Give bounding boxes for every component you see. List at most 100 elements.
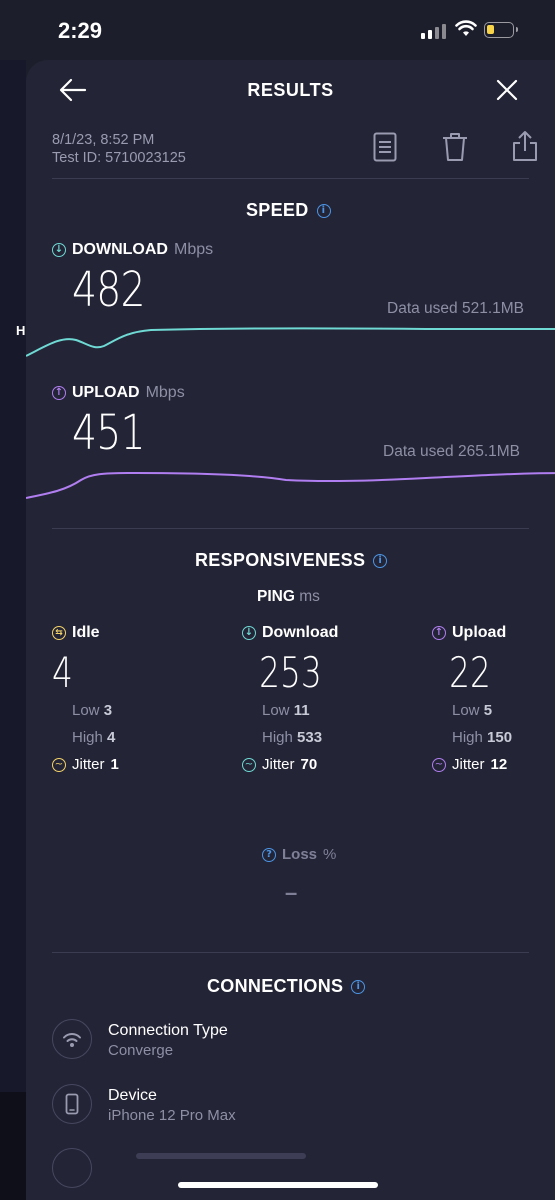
connection-type-label: Connection Type (108, 1022, 228, 1039)
ping-upload-high: High 150 (432, 729, 555, 746)
ping-download-high-label: High (262, 729, 293, 746)
upload-label-row: ↑ UPLOAD Mbps (52, 384, 185, 402)
ping-download-name: Download (262, 624, 339, 641)
status-time: 2:29 (58, 18, 103, 43)
jitter-download-icon: ~ (242, 757, 256, 772)
connections-title: CONNECTIONS (207, 976, 344, 996)
side-marker: H (16, 323, 26, 338)
speed-title: SPEED (246, 200, 309, 220)
ping-download-high: High 533 (242, 729, 402, 746)
ping-idle-high-value: 4 (107, 729, 116, 746)
wifi-icon (52, 1019, 92, 1059)
status-bar: 2:29 (0, 0, 555, 60)
phone-icon (52, 1084, 92, 1124)
home-indicator[interactable] (178, 1182, 378, 1188)
cellular-signal-icon (421, 24, 446, 39)
jitter-idle-icon: ~ (52, 757, 66, 772)
ping-idle-jitter-value: 1 (110, 756, 119, 773)
wifi-status-icon (455, 20, 477, 36)
jitter-upload-icon: ~ (432, 757, 446, 772)
ping-idle-low: Low 3 (52, 702, 212, 719)
idle-icon: ⇆ (52, 626, 66, 640)
ping-download-jitter: ~ Jitter 70 (242, 756, 402, 773)
ping-idle-jitter-label: Jitter (72, 756, 105, 773)
ping-idle-value: 4 (52, 648, 73, 697)
device-value: iPhone 12 Pro Max (108, 1107, 236, 1124)
upload-arrow-icon: ↑ (52, 386, 66, 400)
speed-info-icon[interactable]: i (316, 203, 331, 218)
header-divider (52, 178, 529, 179)
ping-download-low-label: Low (262, 702, 290, 719)
loss-unit: % (323, 846, 337, 863)
upload-unit: Mbps (145, 384, 185, 401)
ping-download-low: Low 11 (242, 702, 402, 719)
ping-idle-low-label: Low (72, 702, 100, 719)
loss-heading: ? Loss % (262, 846, 336, 863)
ping-download-head: ↓ Download (242, 624, 402, 642)
ping-upload-arrow-icon: ↑ (432, 626, 446, 640)
upload-data-used: Data used 265.1MB (383, 443, 521, 460)
trash-icon[interactable] (442, 132, 468, 162)
device-text: Device iPhone 12 Pro Max (108, 1084, 236, 1124)
connections-info-icon[interactable]: i (351, 979, 366, 994)
ping-upload-jitter-value: 12 (490, 756, 508, 773)
ping-download-value: 253 (259, 648, 322, 697)
ping-upload-high-label: High (452, 729, 483, 746)
download-arrow-icon: ↓ (52, 243, 66, 257)
ping-idle-low-value: 3 (103, 702, 113, 719)
ping-label: PING (257, 588, 295, 605)
ping-upload-jitter: ~ Jitter 12 (432, 756, 555, 773)
close-icon[interactable] (496, 79, 518, 101)
ping-heading: PING ms (257, 588, 320, 606)
download-label: DOWNLOAD (72, 241, 168, 258)
responsiveness-section-title: RESPONSIVENESS i (195, 550, 388, 571)
ping-idle-column: ⇆ Idle 4 Low 3 High 4 ~ Jitter 1 (52, 624, 212, 773)
loss-help-icon[interactable]: ? (262, 847, 276, 862)
loss-label: Loss (282, 846, 318, 863)
back-arrow-icon[interactable] (59, 78, 87, 102)
speed-section-title: SPEED i (246, 200, 331, 221)
download-label-row: ↓ DOWNLOAD Mbps (52, 241, 213, 259)
ping-download-column: ↓ Download 253 Low 11 High 533 ~ Jitter … (242, 624, 402, 773)
ping-download-low-value: 11 (293, 702, 310, 719)
download-data-used: Data used 521.1MB (387, 300, 525, 317)
next-connection-item-icon (52, 1148, 92, 1188)
upload-label: UPLOAD (72, 384, 140, 401)
ping-upload-low-label: Low (452, 702, 480, 719)
connections-section-title: CONNECTIONS i (207, 976, 366, 997)
responsiveness-divider (52, 952, 529, 953)
ping-idle-high-label: High (72, 729, 103, 746)
download-speed-value: 482 (72, 262, 145, 318)
download-unit: Mbps (173, 241, 214, 258)
share-icon[interactable] (512, 130, 538, 162)
test-id: Test ID: 5710023125 (52, 150, 186, 166)
document-icon[interactable] (373, 132, 397, 162)
device-label: Device (108, 1087, 157, 1104)
device-item: Device iPhone 12 Pro Max (52, 1084, 236, 1124)
upload-speed-graph (26, 471, 555, 499)
ping-download-arrow-icon: ↓ (242, 626, 256, 640)
ping-upload-value: 22 (449, 648, 491, 697)
ping-upload-jitter-label: Jitter (452, 756, 485, 773)
responsiveness-info-icon[interactable]: i (373, 553, 388, 568)
download-speed-graph (26, 327, 555, 357)
responsiveness-title: RESPONSIVENESS (195, 550, 366, 570)
battery-icon (484, 22, 518, 38)
ping-download-jitter-value: 70 (300, 756, 318, 773)
ping-upload-low: Low 5 (432, 702, 555, 719)
ping-idle-head: ⇆ Idle (52, 624, 212, 642)
upload-speed-value: 451 (72, 405, 145, 461)
ping-upload-column: ↑ Upload 22 Low 5 High 150 ~ Jitter 12 (432, 624, 555, 773)
results-sheet: RESULTS 8/1/23, 8:52 PM Test ID: 5710023… (26, 60, 555, 1200)
background-page (0, 60, 26, 1200)
ping-idle-high: High 4 (52, 729, 212, 746)
speed-divider (52, 528, 529, 529)
background-page-footer (0, 1092, 30, 1200)
test-datetime: 8/1/23, 8:52 PM (52, 132, 155, 148)
connection-type-item: Connection Type Converge (52, 1019, 228, 1059)
connection-type-value: Converge (108, 1042, 174, 1059)
connection-type-text: Connection Type Converge (108, 1019, 228, 1059)
loss-value: – (285, 880, 298, 905)
ping-upload-high-value: 150 (487, 729, 513, 746)
next-connection-item-label (136, 1153, 306, 1159)
